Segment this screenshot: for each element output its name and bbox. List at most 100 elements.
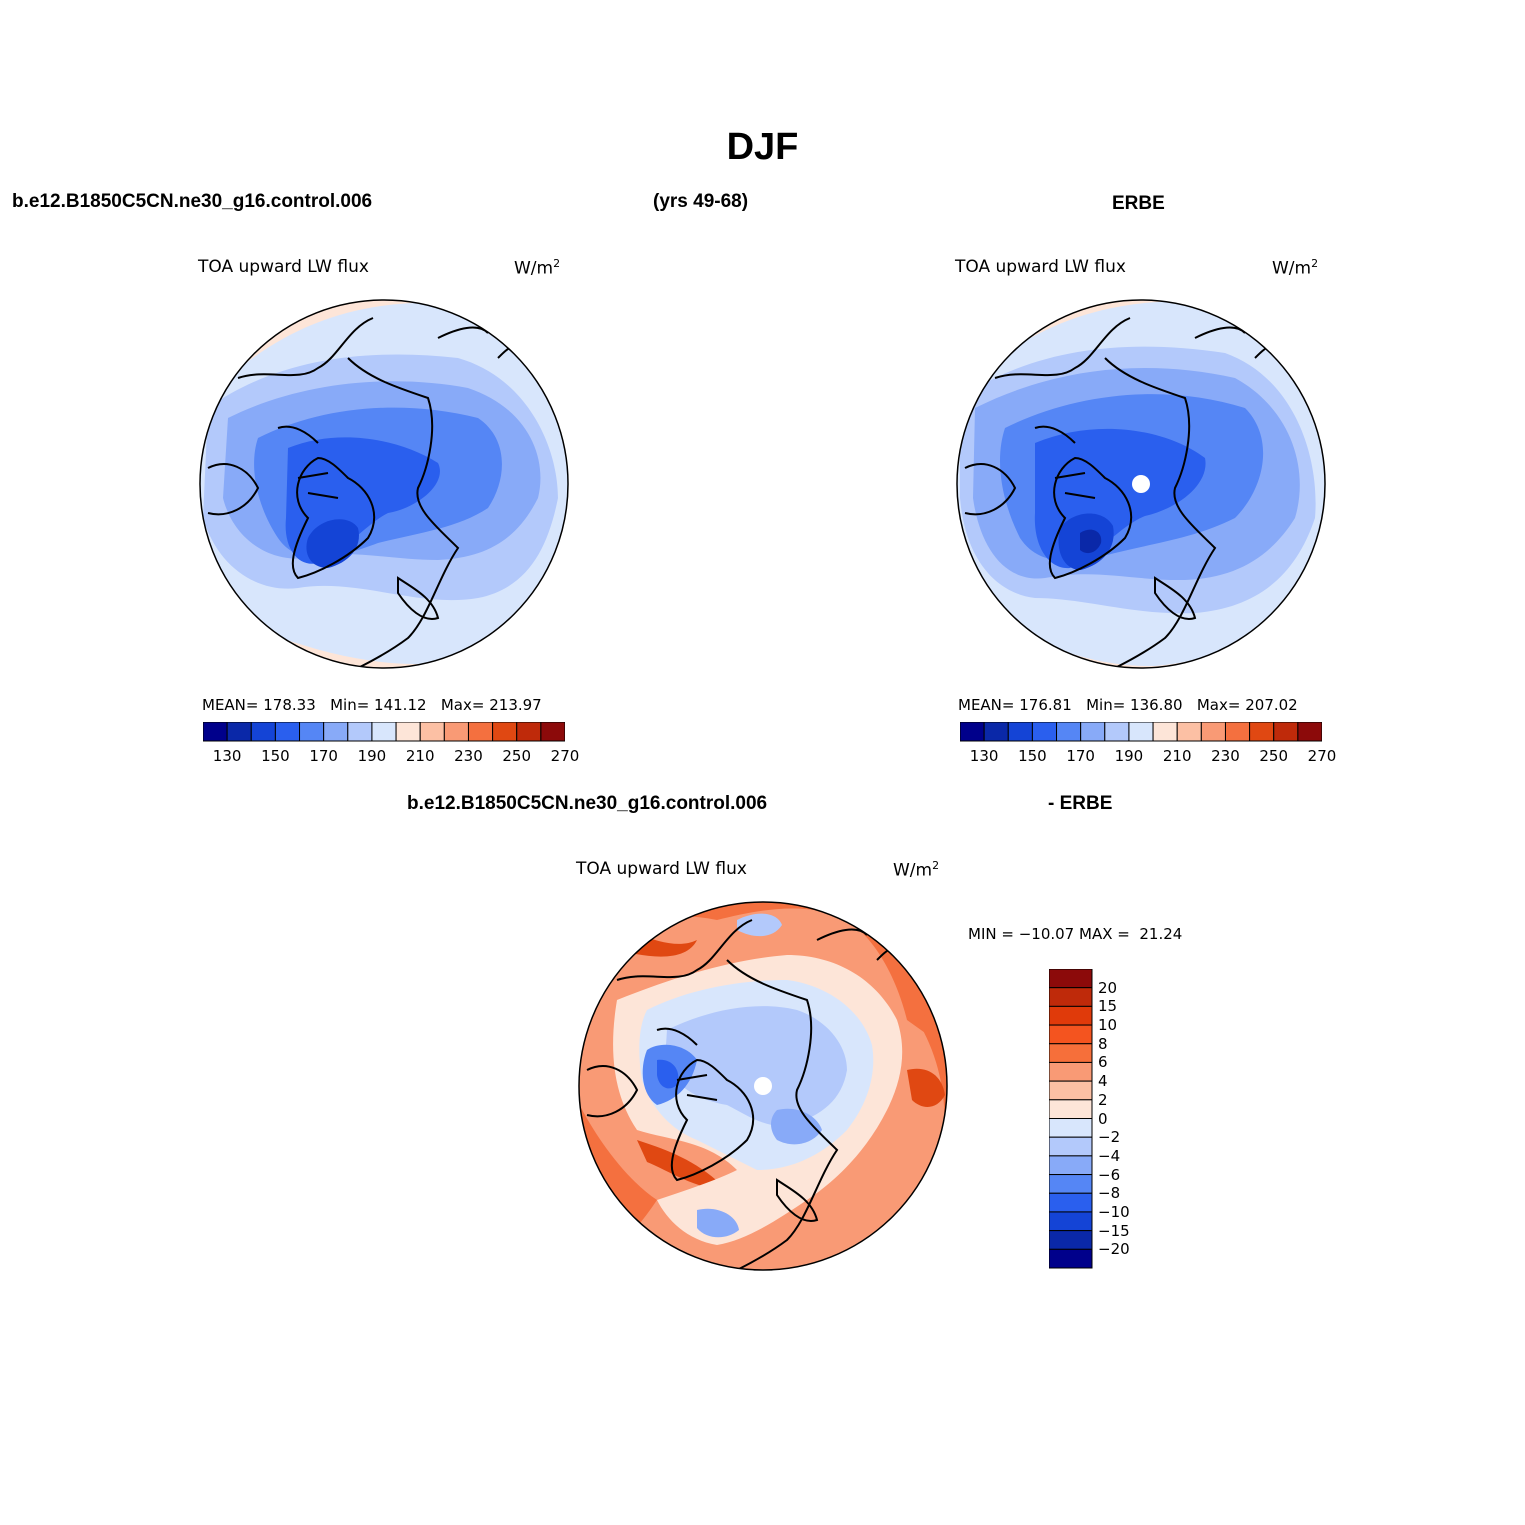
diff-colorbar — [1049, 969, 1093, 1269]
colorbar-swatch — [960, 722, 985, 742]
colorbar-swatch — [1049, 987, 1093, 1007]
case-name: b.e12.B1850C5CN.ne30_g16.control.006 — [12, 191, 373, 212]
colorbar-label: 210 — [1162, 747, 1192, 765]
diff-case-name: b.e12.B1850C5CN.ne30_g16.control.006 — [407, 793, 768, 814]
colorbar-swatch — [419, 722, 445, 742]
colorbar-swatch — [1249, 722, 1275, 742]
colorbar-swatch — [371, 722, 397, 742]
colorbar-label: 230 — [454, 747, 483, 765]
model-colorbar-labels: 130 150 170 190 210 230 250 270 — [203, 747, 580, 767]
colorbar-label: −8 — [1098, 1184, 1121, 1203]
colorbar-swatch — [323, 722, 349, 742]
colorbar-swatch — [1080, 722, 1106, 742]
colorbar-swatch — [1049, 1248, 1093, 1269]
colorbar-label: 170 — [1066, 747, 1095, 765]
colorbar-swatch — [203, 722, 228, 742]
colorbar-swatch — [1049, 969, 1093, 989]
colorbar-swatch — [299, 722, 325, 742]
obs-colorbar — [960, 722, 1322, 742]
colorbar-swatch — [395, 722, 421, 742]
colorbar-swatch — [1049, 1099, 1093, 1119]
colorbar-label: −15 — [1098, 1221, 1130, 1240]
diff-variable-label: TOA upward LW flux — [576, 859, 747, 879]
colorbar-swatch — [983, 722, 1009, 742]
diff-colorbar-labels: 20 15 10 8 6 4 2 0 −2 −4 −6 −8 −10 −15 −20 — [1098, 969, 1158, 1269]
colorbar-label: 4 — [1098, 1072, 1108, 1091]
colorbar-swatch — [516, 722, 542, 742]
colorbar-swatch — [1200, 722, 1226, 742]
colorbar-swatch — [226, 722, 252, 742]
model-polar-map — [199, 299, 569, 669]
page-title: DJF — [726, 126, 799, 168]
colorbar-swatch — [274, 722, 301, 742]
colorbar-label: −4 — [1098, 1146, 1121, 1165]
colorbar-swatch — [1049, 1061, 1093, 1082]
colorbar-swatch — [1128, 722, 1154, 742]
colorbar-swatch — [1049, 1043, 1093, 1063]
colorbar-label: 20 — [1098, 978, 1118, 997]
model-variable-label: TOA upward LW flux — [198, 257, 369, 277]
colorbar-swatch — [467, 722, 494, 742]
colorbar-swatch — [1104, 722, 1130, 742]
diff-obs-name: - ERBE — [1048, 793, 1113, 814]
colorbar-swatch — [1031, 722, 1058, 742]
colorbar-swatch — [1049, 1024, 1093, 1045]
colorbar-label: 150 — [1018, 747, 1047, 765]
colorbar-label: 170 — [309, 747, 338, 765]
colorbar-label: 190 — [1114, 747, 1144, 765]
model-stats: MEAN= 178.33 Min= 141.12 Max= 213.97 — [202, 696, 542, 714]
colorbar-label: −10 — [1098, 1202, 1130, 1221]
colorbar-label: 130 — [212, 747, 242, 765]
colorbar-swatch — [1273, 722, 1299, 742]
colorbar-swatch — [1297, 722, 1322, 742]
colorbar-label: 0 — [1098, 1109, 1108, 1128]
colorbar-label: 130 — [969, 747, 999, 765]
colorbar-label: 230 — [1211, 747, 1240, 765]
colorbar-swatch — [443, 722, 469, 742]
colorbar-swatch — [1049, 1211, 1093, 1232]
colorbar-label: 190 — [357, 747, 387, 765]
colorbar-label: 15 — [1098, 997, 1118, 1016]
years-label: (yrs 49-68) — [653, 191, 749, 212]
colorbar-label: 250 — [1259, 747, 1289, 765]
colorbar-swatch — [1176, 722, 1202, 742]
colorbar-swatch — [540, 722, 565, 742]
obs-stats: MEAN= 176.81 Min= 136.80 Max= 207.02 — [958, 696, 1298, 714]
colorbar-label: 270 — [550, 747, 580, 765]
colorbar-label: 10 — [1098, 1016, 1118, 1035]
colorbar-swatch — [1049, 1080, 1093, 1101]
colorbar-swatch — [1056, 722, 1082, 742]
diff-units-label: W/m2 — [893, 859, 940, 881]
colorbar-swatch — [1049, 1174, 1093, 1194]
diff-polar-map — [578, 901, 948, 1271]
colorbar-swatch — [1007, 722, 1033, 742]
colorbar-label: 2 — [1098, 1090, 1108, 1109]
colorbar-swatch — [1049, 1118, 1093, 1138]
colorbar-label: 150 — [261, 747, 290, 765]
colorbar-label: −6 — [1098, 1165, 1121, 1184]
diff-stats: MIN = −10.07 MAX = 21.24 — [968, 925, 1183, 943]
colorbar-swatch — [492, 722, 518, 742]
colorbar-label: 210 — [405, 747, 435, 765]
colorbar-label: 250 — [502, 747, 532, 765]
model-units-label: W/m2 — [514, 257, 561, 279]
obs-units-label: W/m2 — [1272, 257, 1319, 279]
colorbar-swatch — [1152, 722, 1178, 742]
obs-variable-label: TOA upward LW flux — [955, 257, 1126, 277]
colorbar-label: 6 — [1098, 1053, 1108, 1072]
colorbar-swatch — [250, 722, 276, 742]
colorbar-swatch — [1049, 1192, 1093, 1213]
colorbar-swatch — [1224, 722, 1251, 742]
model-colorbar — [203, 722, 565, 742]
colorbar-swatch — [1049, 1136, 1093, 1157]
obs-colorbar-labels: 130 150 170 190 210 230 250 270 — [960, 747, 1337, 767]
colorbar-swatch — [1049, 1005, 1093, 1026]
obs-name: ERBE — [1112, 193, 1165, 214]
colorbar-swatch — [1049, 1155, 1093, 1176]
colorbar-label: 8 — [1098, 1034, 1108, 1053]
colorbar-label: −20 — [1098, 1240, 1130, 1259]
colorbar-swatch — [347, 722, 373, 742]
obs-polar-map — [956, 299, 1326, 669]
colorbar-label: 270 — [1307, 747, 1337, 765]
colorbar-swatch — [1049, 1230, 1093, 1250]
